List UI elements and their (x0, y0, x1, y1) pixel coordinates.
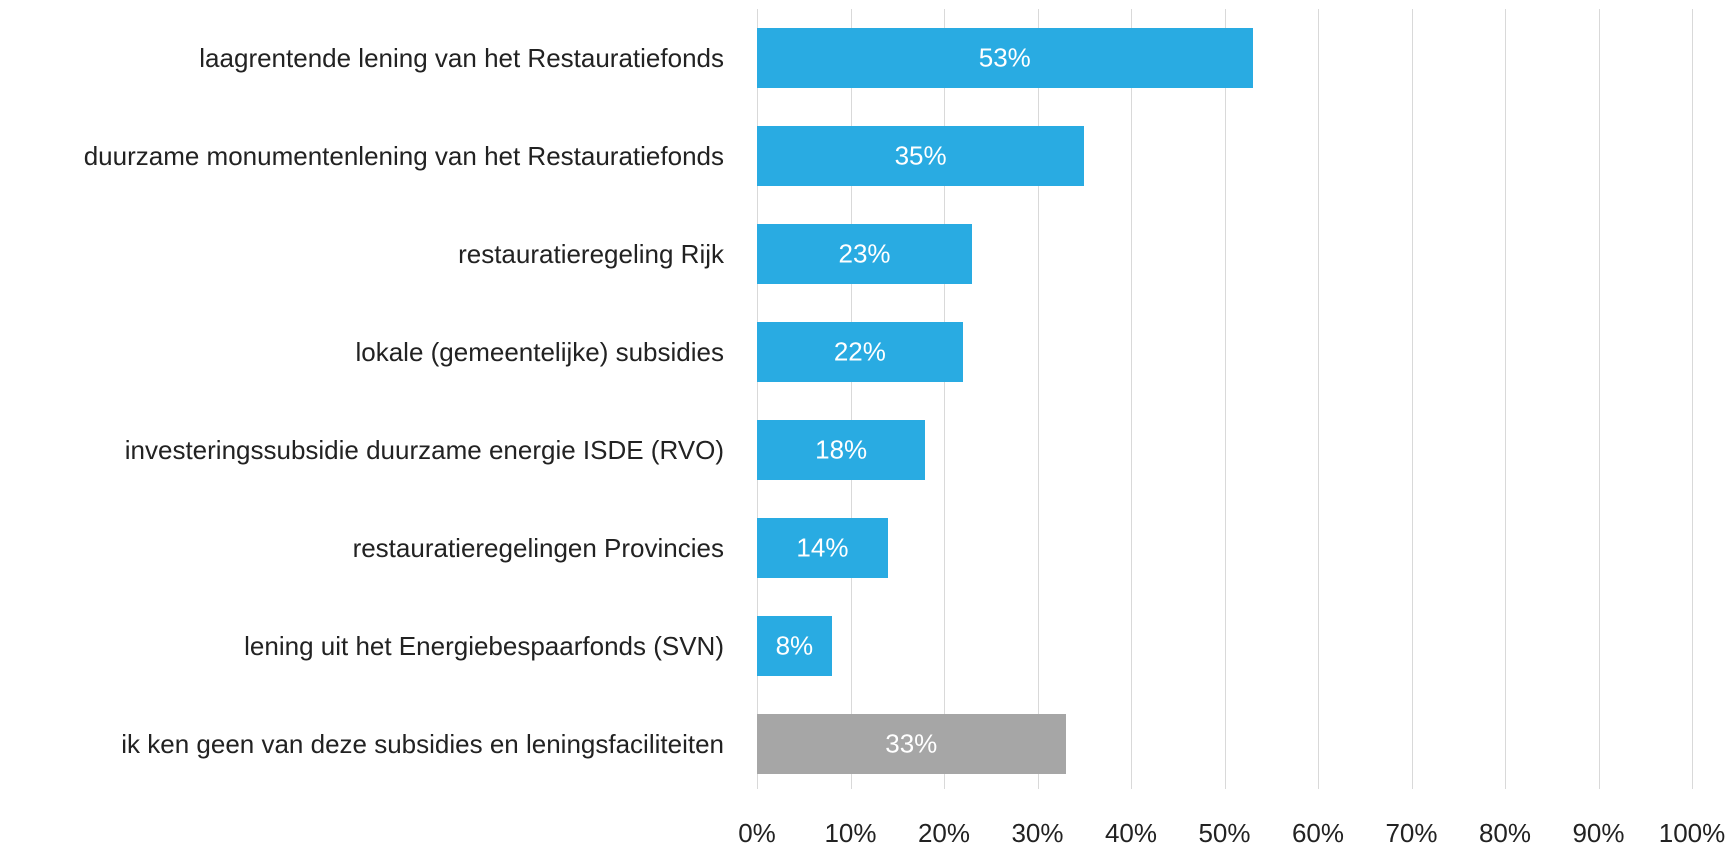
grid-line (1411, 9, 1413, 789)
grid-line (1318, 9, 1319, 789)
value-label: 18% (815, 434, 868, 465)
x-tick-label: 40% (1104, 818, 1158, 848)
value-label: 14% (796, 532, 849, 563)
category-label: restauratieregelingen Provincies (352, 533, 724, 563)
category-label: laagrentende lening van het Restauratief… (199, 43, 724, 73)
value-label: 33% (885, 728, 938, 759)
category-label: duurzame monumentenlening van het Restau… (83, 141, 724, 171)
category-label: lokale (gemeentelijke) subsidies (355, 337, 724, 367)
grid-line (1692, 9, 1693, 789)
x-tick-label: 80% (1478, 818, 1532, 848)
x-tick-label: 10% (824, 818, 877, 848)
grid-line (1505, 9, 1506, 789)
value-label: 23% (838, 238, 891, 269)
x-tick-label: 0% (738, 818, 776, 848)
grid-line (850, 9, 852, 789)
x-tick-label: 100% (1658, 818, 1726, 848)
bar (757, 126, 1085, 186)
x-tick-label: 20% (917, 818, 971, 848)
value-label: 35% (894, 140, 947, 171)
value-label: 22% (833, 336, 886, 367)
category-label: investeringssubsidie duurzame energie IS… (124, 435, 724, 465)
bar (757, 616, 832, 676)
bar (757, 518, 888, 578)
x-tick-label: 50% (1198, 818, 1251, 848)
grid-line (1131, 9, 1132, 789)
bar (757, 28, 1253, 88)
x-tick-label: 90% (1572, 818, 1625, 848)
grid-line (1598, 9, 1600, 789)
bar (757, 224, 973, 284)
category-label: lening uit het Energiebespaarfonds (SVN) (244, 631, 724, 661)
bar (757, 714, 1066, 774)
grid-line (1037, 9, 1039, 789)
category-label: restauratieregeling Rijk (458, 239, 724, 269)
x-tick-label: 30% (1011, 818, 1064, 848)
category-label: ik ken geen van deze subsidies en lening… (121, 729, 724, 759)
grid-line (944, 9, 945, 789)
x-tick-label: 60% (1291, 818, 1345, 848)
value-label: 53% (978, 42, 1031, 73)
bar (757, 322, 963, 382)
bar (757, 420, 926, 480)
grid-line (757, 9, 758, 789)
x-tick-label: 70% (1385, 818, 1438, 848)
grid-line (1224, 9, 1226, 789)
value-label: 8% (775, 630, 814, 661)
